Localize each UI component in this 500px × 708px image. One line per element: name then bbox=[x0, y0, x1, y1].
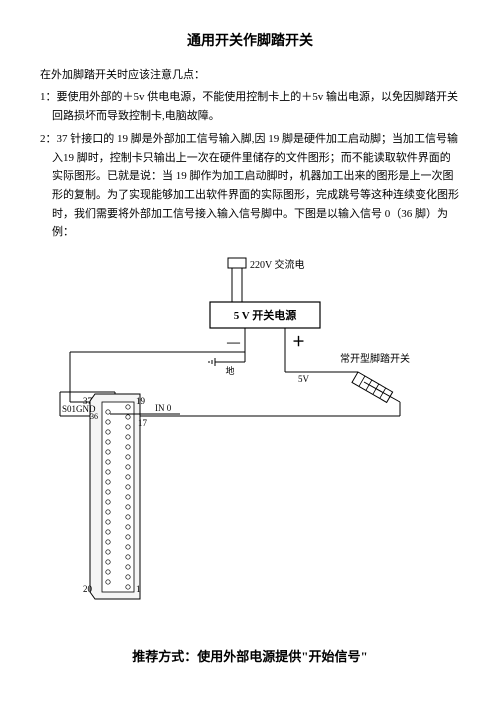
intro-text: 在外加脚踏开关时应该注意几点： bbox=[40, 66, 460, 85]
pin-19-label: 19 bbox=[136, 396, 146, 406]
item-2: 2：37 针接口的 19 脚是外部加工信号输入脚,因 19 脚是硬件加工启动脚；… bbox=[40, 130, 460, 242]
wiring-diagram: 220V 交流电 5 V 开关电源 — ＋ 地 5V 常开型脚踏开关 bbox=[40, 254, 460, 631]
foot-switch-icon bbox=[352, 372, 393, 402]
ac-power-label: 220V 交流电 bbox=[250, 258, 305, 271]
recommend-text: 推荐方式：使用外部电源提供"开始信号" bbox=[40, 646, 460, 668]
ps-box-label: 5 V 开关电源 bbox=[234, 308, 297, 322]
pin-1-label: 1 bbox=[136, 584, 141, 594]
item-2-text: 37 针接口的 19 脚是外部加工信号输入脚,因 19 脚是硬件加工启动脚；当加… bbox=[52, 133, 459, 238]
plus-label: ＋ bbox=[292, 334, 305, 349]
ac-plug-icon bbox=[228, 258, 246, 276]
item-1: 1：要使用外部的＋5v 供电电源，不能使用控制卡上的＋5v 输出电源，以免因脚踏… bbox=[40, 88, 460, 125]
v5-label: 5V bbox=[298, 374, 310, 384]
in0-label: IN 0 bbox=[155, 403, 172, 413]
pin-20-label: 20 bbox=[83, 584, 93, 594]
ground-icon bbox=[209, 358, 220, 366]
foot-switch-label: 常开型脚踏开关 bbox=[340, 352, 410, 365]
item-2-prefix: 2： bbox=[40, 133, 57, 145]
db37-connector-icon bbox=[90, 394, 140, 599]
item-1-prefix: 1： bbox=[40, 91, 57, 103]
pin-17-label: 17 bbox=[138, 418, 148, 428]
minus-label: — bbox=[226, 334, 241, 349]
ground-label: 地 bbox=[225, 365, 234, 376]
pin-36-label: 36 bbox=[90, 412, 98, 421]
item-1-text: 要使用外部的＋5v 供电电源，不能使用控制卡上的＋5v 输出电源，以免因脚踏开关… bbox=[52, 91, 458, 122]
page-title: 通用开关作脚踏开关 bbox=[40, 30, 460, 54]
